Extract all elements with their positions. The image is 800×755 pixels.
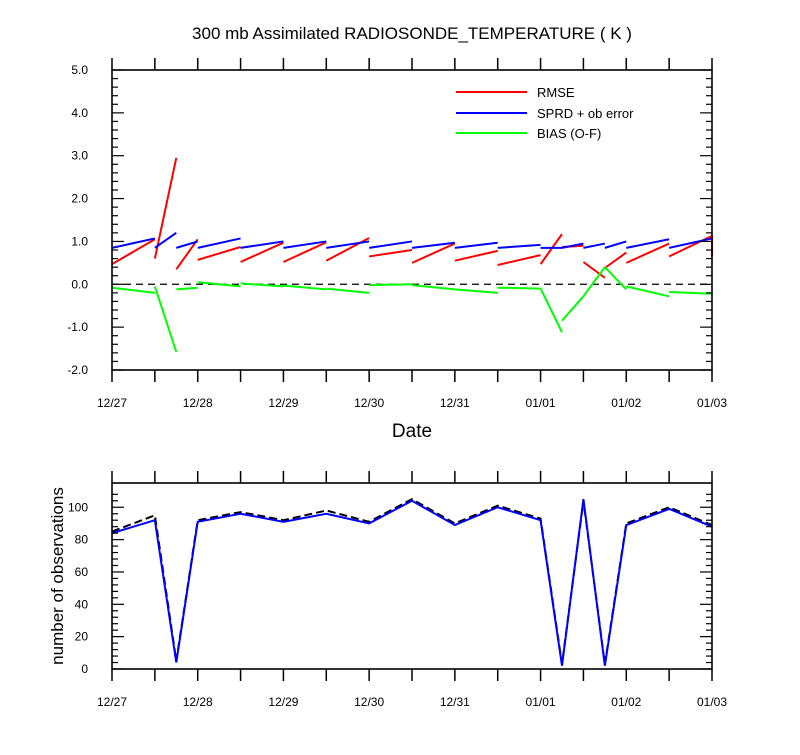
observations-series-used <box>111 499 713 666</box>
bottom-ticks-group <box>111 471 713 681</box>
series-bias-o-f-segment-1 <box>153 286 178 353</box>
series-rmse-segment-9 <box>454 249 498 262</box>
top-x-tick-labels: 12/27 12/28 12/29 12/30 12/31 01/01 01/02 01/03 <box>97 396 727 410</box>
top-y-tick-label: 4.0 <box>71 106 88 120</box>
series-bias-o-f-segment-8 <box>411 284 455 291</box>
series-rmse-segment-13 <box>582 261 606 279</box>
top-y-tick-labels: 5.0 4.0 3.0 2.0 1.0 0.0 -1.0 -2.0 <box>67 63 88 377</box>
top-x-tick-label: 01/01 <box>526 396 556 410</box>
bottom-x-tick-label: 12/28 <box>183 695 213 709</box>
top-ticks-group <box>111 58 713 382</box>
series-sprd-ob-error-segment-16 <box>668 237 713 249</box>
top-x-tick-label: 12/28 <box>183 396 213 410</box>
bottom-y-tick-label: 40 <box>75 597 89 611</box>
top-x-tick-label: 12/30 <box>354 396 384 410</box>
series-bias-o-f-segment-11 <box>539 288 563 333</box>
legend: RMSE SPRD + ob error BIAS (O-F) <box>456 85 634 141</box>
bottom-y-tick-labels: 100 80 60 40 20 0 <box>68 500 88 676</box>
top-x-tick-label: 12/29 <box>268 396 298 410</box>
bottom-y-tick-label: 0 <box>81 662 88 676</box>
observations-series-possible <box>111 498 713 665</box>
series-bias-o-f-segment-12 <box>561 295 585 322</box>
bottom-x-tick-label: 01/02 <box>611 695 641 709</box>
top-y-tick-label: 3.0 <box>71 149 88 163</box>
top-x-tick-label: 01/03 <box>697 396 727 410</box>
series-bias-o-f-segment-10 <box>497 286 541 290</box>
bottom-x-tick-label: 12/27 <box>97 695 127 709</box>
series-sprd-ob-error-segment-10 <box>497 243 541 249</box>
series-sprd-ob-error-segment-12 <box>561 242 584 249</box>
series-rmse-segment-10 <box>497 254 541 266</box>
top-y-tick-label: 0.0 <box>71 277 88 291</box>
series-bias-o-f-segment-5 <box>283 284 327 291</box>
series-rmse-segment-15 <box>625 242 670 264</box>
bottom-plot-frame <box>111 482 713 670</box>
series-sprd-ob-error-segment-15 <box>626 238 670 249</box>
bottom-y-tick-label: 20 <box>75 630 89 644</box>
top-x-tick-label: 12/27 <box>97 396 127 410</box>
series-bias-o-f-segment-0 <box>111 286 155 294</box>
top-series-group <box>111 157 713 353</box>
series-bias-o-f-segment-16 <box>669 291 713 295</box>
bottom-series-group <box>111 498 713 666</box>
series-sprd-ob-error-segment-5 <box>283 240 327 249</box>
y-axis-label-observations: number of observations <box>48 487 67 665</box>
series-bias-o-f-segment-13 <box>582 266 606 297</box>
legend-label-rmse: RMSE <box>537 85 575 100</box>
series-sprd-ob-error-segment-2 <box>176 240 198 249</box>
series-sprd-ob-error-segment-3 <box>197 237 241 249</box>
series-bias-o-f-segment-14 <box>604 266 628 291</box>
series-rmse-segment-2 <box>175 238 199 270</box>
series-rmse-segment-14 <box>604 251 627 269</box>
series-rmse-segment-11 <box>539 233 563 265</box>
series-bias-o-f-segment-4 <box>240 282 284 288</box>
series-sprd-ob-error-segment-8 <box>411 241 455 249</box>
bottom-x-tick-label: 01/01 <box>526 695 556 709</box>
legend-label-sprd: SPRD + ob error <box>537 106 634 121</box>
series-rmse-segment-5 <box>283 241 327 263</box>
top-x-tick-label: 01/02 <box>611 396 641 410</box>
bottom-y-tick-label: 100 <box>68 500 88 514</box>
series-rmse-segment-4 <box>240 241 284 263</box>
series-bias-o-f-segment-6 <box>326 287 370 294</box>
bottom-y-tick-label: 80 <box>75 533 89 547</box>
legend-label-bias: BIAS (O-F) <box>537 126 601 141</box>
series-rmse-segment-8 <box>411 242 456 264</box>
top-x-tick-label: 12/31 <box>440 396 470 410</box>
series-sprd-ob-error-segment-1 <box>154 232 177 249</box>
series-bias-o-f-segment-9 <box>454 288 498 294</box>
series-sprd-ob-error-segment-0 <box>111 237 156 249</box>
bottom-x-tick-label: 12/30 <box>354 695 384 709</box>
top-y-tick-label: 5.0 <box>71 63 88 77</box>
chart-title: 300 mb Assimilated RADIOSONDE_TEMPERATUR… <box>192 24 632 43</box>
series-sprd-ob-error-segment-7 <box>368 240 413 249</box>
series-rmse-segment-0 <box>111 238 156 266</box>
top-panel: 300 mb Assimilated RADIOSONDE_TEMPERATUR… <box>67 24 727 442</box>
series-bias-o-f-segment-15 <box>626 285 670 298</box>
series-sprd-ob-error-segment-4 <box>240 240 284 249</box>
top-y-tick-label: -1.0 <box>67 320 88 334</box>
top-y-tick-label: 2.0 <box>71 192 88 206</box>
bottom-y-tick-label: 60 <box>75 565 89 579</box>
series-sprd-ob-error-segment-14 <box>604 240 627 249</box>
series-bias-o-f-segment-3 <box>197 281 241 288</box>
series-bias-o-f-segment-2 <box>176 286 198 291</box>
series-rmse-segment-3 <box>197 246 241 261</box>
series-bias-o-f-segment-7 <box>369 283 413 287</box>
series-sprd-ob-error-segment-13 <box>583 242 606 249</box>
bottom-x-tick-label: 01/03 <box>697 695 727 709</box>
series-sprd-ob-error-segment-9 <box>454 241 498 249</box>
series-rmse-segment-1 <box>153 157 178 259</box>
bottom-panel: 100 80 60 40 20 0 12/27 12/28 12/29 12/30 12/31 01… <box>48 471 727 709</box>
x-axis-label: Date <box>392 421 432 442</box>
bottom-x-tick-label: 12/29 <box>268 695 298 709</box>
top-y-tick-label: -2.0 <box>67 363 88 377</box>
bottom-x-tick-label: 12/31 <box>440 695 470 709</box>
series-sprd-ob-error-segment-6 <box>326 240 370 249</box>
top-y-tick-label: 1.0 <box>71 234 88 248</box>
bottom-x-tick-labels: 12/27 12/28 12/29 12/30 12/31 01/01 01/02 01/03 <box>97 695 727 709</box>
series-rmse-segment-7 <box>368 249 413 258</box>
